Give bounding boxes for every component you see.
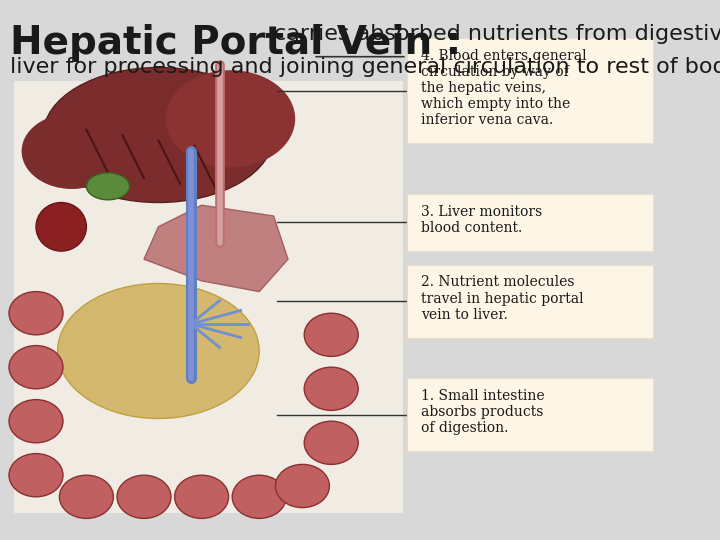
Ellipse shape: [275, 464, 329, 508]
Ellipse shape: [58, 284, 259, 418]
Ellipse shape: [22, 113, 122, 189]
Text: carries absorbed nutrients from digestive tract to: carries absorbed nutrients from digestiv…: [274, 24, 720, 44]
Ellipse shape: [304, 367, 359, 410]
Text: liver for processing and joining general circulation to rest of body.: liver for processing and joining general…: [10, 57, 720, 77]
Polygon shape: [144, 205, 288, 292]
Text: 4. Blood enters general
circulation by way of
the hepatic veins,
which empty int: 4. Blood enters general circulation by w…: [421, 49, 587, 127]
Ellipse shape: [175, 475, 229, 518]
Ellipse shape: [117, 475, 171, 518]
Ellipse shape: [9, 346, 63, 389]
FancyBboxPatch shape: [407, 378, 653, 451]
Text: 2. Nutrient molecules
travel in hepatic portal
vein to liver.: 2. Nutrient molecules travel in hepatic …: [421, 275, 584, 322]
Ellipse shape: [304, 313, 359, 356]
Text: Hepatic Portal Vein :: Hepatic Portal Vein :: [10, 24, 474, 62]
Text: 3. Liver monitors
blood content.: 3. Liver monitors blood content.: [421, 205, 542, 235]
FancyBboxPatch shape: [407, 265, 653, 338]
Ellipse shape: [36, 202, 86, 251]
Ellipse shape: [232, 475, 287, 518]
Ellipse shape: [86, 173, 130, 200]
Text: inferior vena cava: inferior vena cava: [410, 50, 524, 63]
FancyBboxPatch shape: [14, 81, 403, 513]
Ellipse shape: [9, 400, 63, 443]
FancyBboxPatch shape: [407, 38, 653, 143]
Ellipse shape: [304, 421, 359, 464]
Ellipse shape: [43, 68, 274, 202]
Ellipse shape: [59, 475, 114, 518]
FancyBboxPatch shape: [407, 194, 653, 251]
Ellipse shape: [9, 454, 63, 497]
Text: 1. Small intestine
absorbs products
of digestion.: 1. Small intestine absorbs products of d…: [421, 389, 545, 435]
Ellipse shape: [9, 292, 63, 335]
Ellipse shape: [166, 70, 295, 167]
